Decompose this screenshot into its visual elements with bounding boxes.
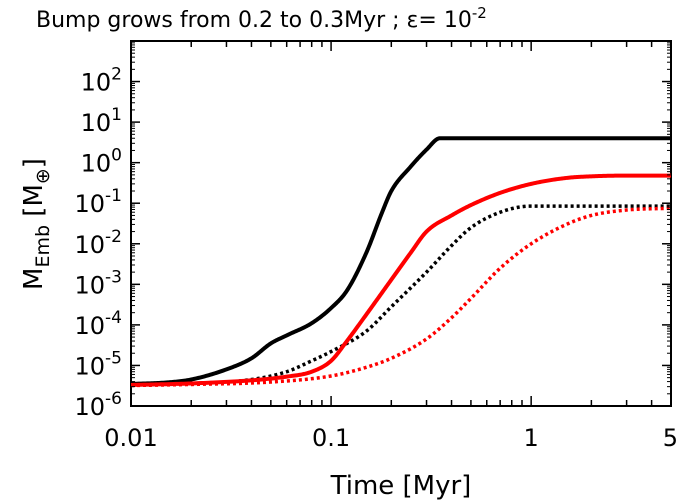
y-tick-labels: 10-6 10-5 10-4 10-3 10-2 10-1 100 101 102	[75, 65, 123, 421]
chart-title-text: Bump grows from 0.2 to 0.3Myr ; ε= 10	[36, 8, 472, 33]
x-tick-label: 5	[663, 424, 678, 452]
y-tick-label: 10-4	[75, 308, 123, 340]
y-axis-label-sub: Emb	[32, 225, 54, 268]
x-tick-label: 0.01	[104, 424, 157, 452]
y-tick-label: 10-3	[75, 267, 123, 299]
series-line-black-solid	[130, 136, 671, 386]
x-tick-label: 0.1	[312, 424, 350, 452]
chart-title: Bump grows from 0.2 to 0.3Myr ; ε= 10-2	[36, 4, 487, 33]
y-tick-label: 10-2	[75, 227, 123, 259]
x-axis-label: Time [Myr]	[330, 471, 472, 500]
y-tick-label: 10-6	[75, 389, 123, 421]
y-axis-label-base: M	[19, 268, 49, 290]
y-tick-label: 100	[81, 146, 122, 178]
series-line-black-dotted	[130, 204, 671, 387]
series-line-red-solid	[130, 173, 672, 387]
y-tick-label: 10-5	[75, 348, 123, 380]
x-tick-labels: 0.01 0.1 1 5	[104, 424, 678, 452]
y-tick-label: 102	[81, 65, 122, 97]
y-axis-label-unit-close: ]	[19, 158, 49, 168]
series-line-red-dotted	[130, 206, 672, 388]
y-axis-label-unit-sub: ⊕	[32, 168, 54, 184]
chart-title-exponent: -2	[472, 4, 487, 22]
y-tick-label: 10-1	[75, 186, 123, 218]
plot-frame	[130, 40, 672, 407]
series-layer	[130, 136, 672, 388]
y-tick-label: 101	[81, 105, 122, 137]
x-tick-label: 1	[524, 424, 539, 452]
tick-layer	[130, 41, 672, 407]
y-axis-label-unit-open: [M	[19, 184, 49, 225]
y-axis-label: MEmb [M⊕]	[19, 158, 54, 290]
